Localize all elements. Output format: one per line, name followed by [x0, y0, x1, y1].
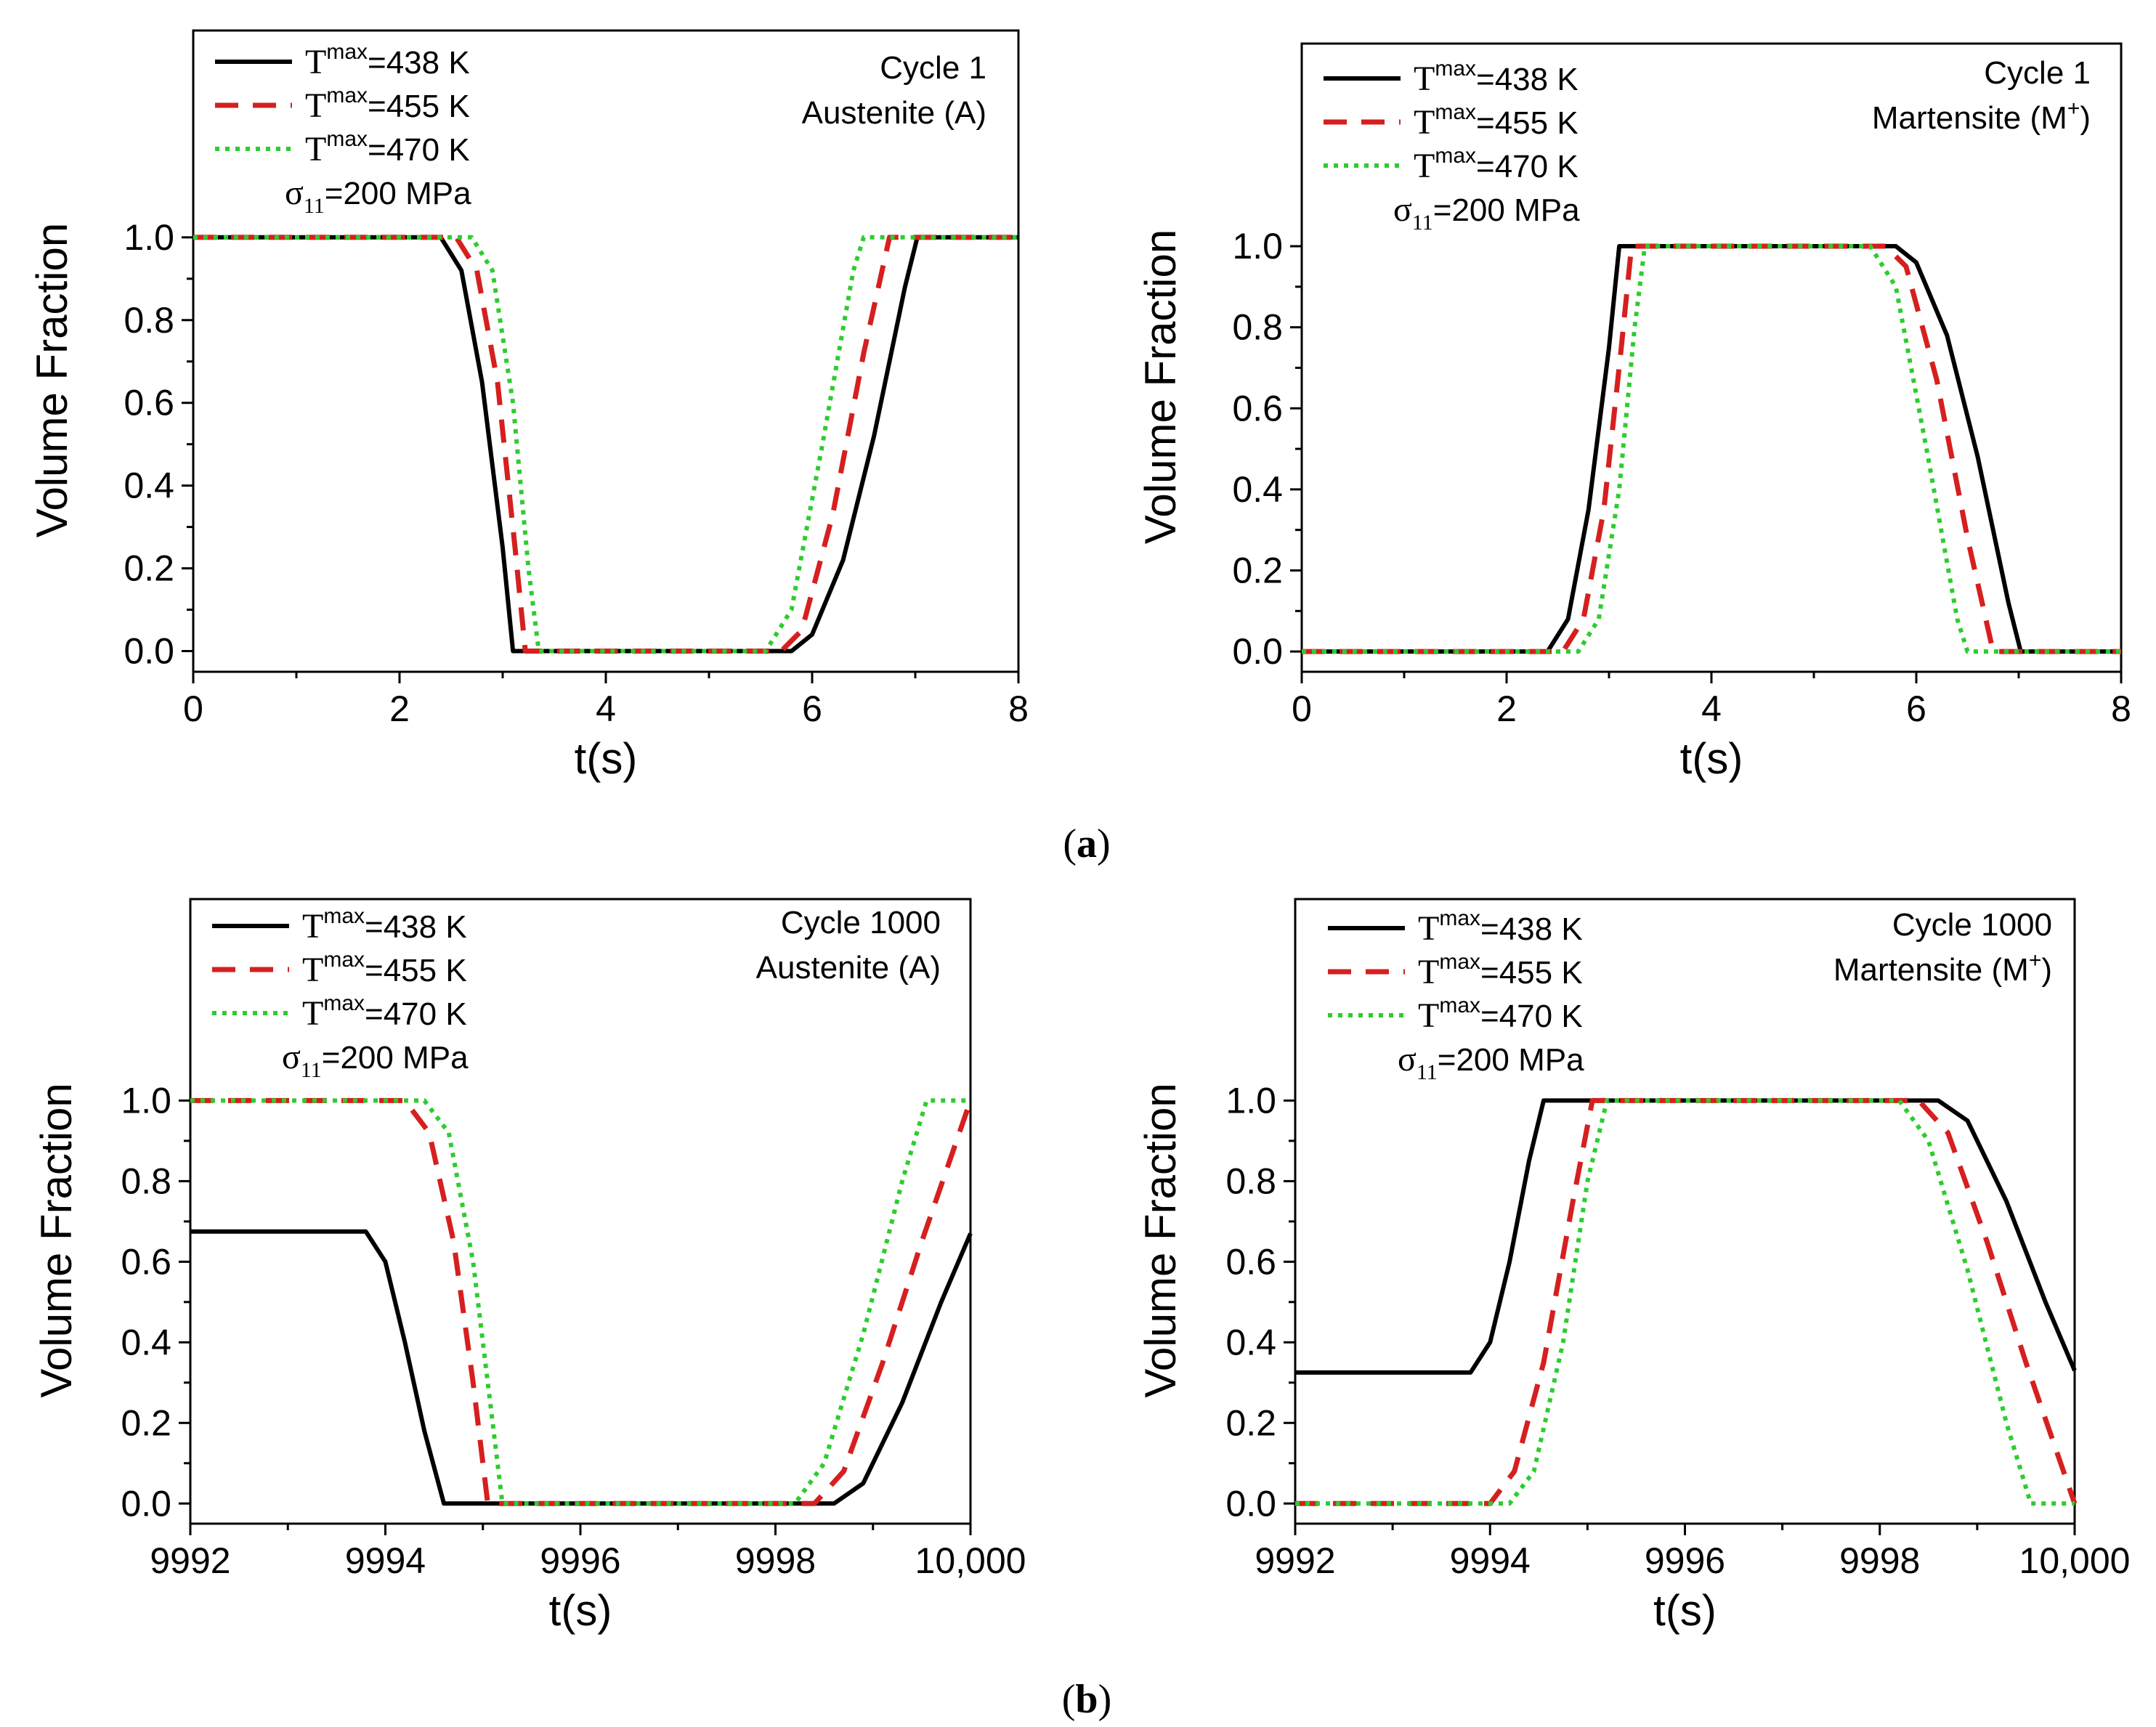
legend-entry: Tmax=470 K [1414, 144, 1578, 185]
y-tick-label: 0.4 [1232, 469, 1283, 510]
panel-label-b: (b) [1062, 1677, 1111, 1722]
legend-entry: Tmax=455 K [1418, 950, 1583, 991]
phase-label: Austenite (A) [802, 95, 986, 131]
phase-label: Austenite (A) [756, 950, 941, 986]
series-line-dotted [190, 1098, 970, 1506]
cycle-label: Cycle 1 [1984, 55, 2091, 91]
phase-label: Martensite (M+) [1833, 948, 2052, 988]
y-tick-label: 0.0 [1225, 1483, 1276, 1524]
x-tick-label: 6 [802, 688, 822, 729]
series-line-solid [190, 1229, 973, 1506]
x-tick-label: 2 [1496, 688, 1517, 729]
y-tick-label: 0.2 [1232, 550, 1283, 590]
cycle-label: Cycle 1000 [1892, 907, 2052, 943]
y-tick-label: 0.2 [121, 1402, 171, 1443]
y-tick-label: 1.0 [1225, 1080, 1276, 1121]
panel-label-a: (a) [1063, 821, 1110, 866]
y-tick-label: 0.6 [1232, 388, 1283, 428]
x-tick-label: 9998 [1839, 1540, 1920, 1581]
x-tick-label: 8 [2111, 688, 2131, 729]
legend-entry: Tmax=438 K [302, 904, 467, 946]
legend-entry: Tmax=455 K [1414, 100, 1578, 142]
chart-a-martensite: 0 2 4 6 8 0.0 0.2 0.4 0.6 0.8 1.0 t(s) Volume Fracti… [1136, 42, 2131, 783]
legend-entry: Tmax=438 K [305, 40, 470, 81]
x-tick-label: 6 [1906, 688, 1926, 729]
series-line-dashed [1295, 1097, 2078, 1506]
y-axis-title: Volume Fraction [28, 223, 76, 538]
series-line-solid [1302, 244, 2121, 654]
y-tick-label: 1.0 [123, 217, 174, 258]
x-tick-label: 8 [1008, 688, 1029, 729]
y-tick-label: 1.0 [121, 1080, 171, 1121]
series-line-dashed [193, 235, 1018, 654]
x-tick-label: 10,000 [2019, 1540, 2131, 1581]
y-tick-label: 0.8 [1232, 307, 1283, 348]
series-line-dotted [1302, 244, 2121, 654]
y-tick-label: 0.2 [1225, 1402, 1276, 1443]
y-axis-title: Volume Fraction [32, 1083, 81, 1398]
legend-entry: Tmax=455 K [305, 84, 470, 125]
x-tick-label: 4 [596, 688, 616, 729]
stress-label: σ11=200 MPa [1393, 190, 1580, 235]
chart-b-martensite: 9992 9994 9996 9998 10,000 0.0 0.2 0.4 0.6 0.8 1.0… [1136, 898, 2131, 1635]
y-tick-label: 0.4 [121, 1322, 171, 1362]
series-line-solid [1295, 1098, 2077, 1375]
legend-entry: Tmax=455 K [302, 948, 467, 989]
x-tick-label: 0 [183, 688, 203, 729]
x-axis-title: t(s) [575, 734, 638, 783]
chart-a-austenite: 0 2 4 6 8 0.0 0.2 0.4 0.6 0.8 1.0 t(s) Volume Fracti… [28, 29, 1029, 783]
y-axis-title: Volume Fraction [1136, 229, 1185, 545]
series-line-dashed [1302, 243, 2121, 654]
y-tick-label: 0.8 [121, 1161, 171, 1201]
y-tick-label: 1.0 [1232, 226, 1283, 267]
x-tick-label: 9994 [345, 1540, 426, 1581]
plot-frame [1294, 898, 2076, 1525]
series-line-dashed [190, 1097, 973, 1506]
stress-label: σ11=200 MPa [282, 1038, 469, 1082]
x-tick-label: 9996 [1645, 1540, 1725, 1581]
x-axis-title: t(s) [1653, 1586, 1717, 1635]
cycle-label: Cycle 1000 [781, 905, 941, 940]
y-tick-label: 0.6 [121, 1241, 171, 1282]
x-tick-label: 9996 [540, 1540, 620, 1581]
stress-label: σ11=200 MPa [1398, 1040, 1584, 1084]
x-axis-title: t(s) [1680, 734, 1743, 783]
y-tick-label: 0.4 [1225, 1322, 1276, 1362]
y-tick-label: 0.6 [123, 383, 174, 423]
legend-entry: Tmax=438 K [1414, 57, 1578, 98]
legend-entry: Tmax=470 K [1418, 993, 1583, 1035]
series-line-solid [193, 235, 1018, 654]
plot-frame [189, 898, 972, 1525]
y-tick-label: 0.6 [1225, 1241, 1276, 1282]
series-line-dotted [193, 235, 1018, 654]
legend-entry: Tmax=438 K [1418, 906, 1583, 948]
x-tick-label: 2 [389, 688, 410, 729]
x-tick-label: 9992 [150, 1540, 230, 1581]
cycle-label: Cycle 1 [880, 50, 986, 86]
phase-label: Martensite (M+) [1872, 97, 2091, 136]
y-tick-label: 0.8 [1225, 1161, 1276, 1201]
y-axis-title: Volume Fraction [1136, 1083, 1185, 1398]
y-tick-label: 0.8 [123, 300, 174, 341]
series-line-dotted [1295, 1098, 2075, 1506]
x-tick-label: 10,000 [915, 1540, 1026, 1581]
x-tick-label: 9994 [1450, 1540, 1531, 1581]
y-tick-label: 0.0 [121, 1483, 171, 1524]
y-tick-label: 0.2 [123, 548, 174, 589]
x-tick-label: 9998 [735, 1540, 816, 1581]
x-axis-title: t(s) [549, 1586, 612, 1635]
y-tick-label: 0.4 [123, 466, 174, 506]
chart-b-austenite: 9992 9994 9996 9998 10,000 0.0 0.2 0.4 0.6 0.8 1.0… [32, 898, 1026, 1635]
legend-entry: Tmax=470 K [302, 991, 467, 1033]
y-tick-label: 0.0 [123, 631, 174, 672]
legend-entry: Tmax=470 K [305, 127, 470, 168]
y-tick-label: 0.0 [1232, 631, 1283, 672]
x-tick-label: 4 [1701, 688, 1722, 729]
x-tick-label: 9992 [1255, 1540, 1335, 1581]
stress-label: σ11=200 MPa [285, 174, 471, 218]
x-tick-label: 0 [1292, 688, 1312, 729]
